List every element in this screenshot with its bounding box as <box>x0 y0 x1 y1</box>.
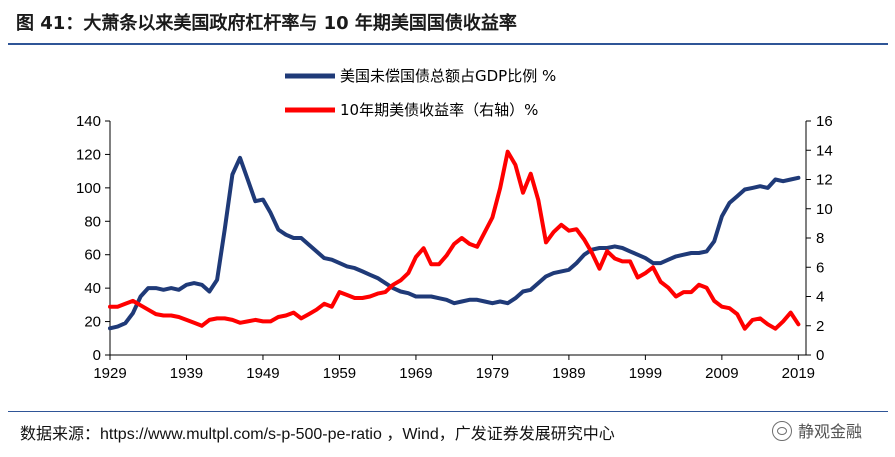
series-layer <box>108 149 801 331</box>
source-rule <box>8 411 888 412</box>
x-tick-label: 2019 <box>782 365 815 382</box>
x-tick-label: 1959 <box>323 365 356 382</box>
x-tick-label: 2009 <box>705 365 738 382</box>
series-line-debt-ratio <box>108 155 801 331</box>
right-tick-label: 0 <box>816 347 824 364</box>
left-tick-label: 0 <box>93 347 101 364</box>
x-tick-label: 1939 <box>170 365 203 382</box>
x-tick-label: 1949 <box>246 365 279 382</box>
x-tick-label: 1969 <box>399 365 432 382</box>
x-tick-label: 1989 <box>552 365 585 382</box>
left-tick-label: 120 <box>76 146 101 163</box>
right-tick-label: 6 <box>816 259 824 276</box>
left-tick-label: 80 <box>84 213 101 230</box>
legend-label-bond-yield: 10年期美债收益率（右轴）% <box>340 101 538 119</box>
axes: 0 20 40 60 80 100 120 140 0 2 4 6 8 10 12 14 16 1929 1939 1… <box>76 113 833 382</box>
left-tick-label: 20 <box>84 314 101 331</box>
right-tick-label: 4 <box>816 289 824 306</box>
figure-title: 图 41：大萧条以来美国政府杠杆率与 10 年期美国国债收益率 <box>16 13 517 34</box>
left-tick-label: 100 <box>76 180 101 197</box>
right-tick-label: 16 <box>816 113 833 130</box>
right-tick-label: 12 <box>816 172 833 189</box>
x-tick-label: 1929 <box>93 365 126 382</box>
right-tick-label: 10 <box>816 201 833 218</box>
left-tick-label: 140 <box>76 113 101 130</box>
right-tick-label: 8 <box>816 230 824 247</box>
source-note: 数据来源：https://www.multpl.com/s-p-500-pe-r… <box>20 426 615 443</box>
left-tick-label: 60 <box>84 247 101 264</box>
series-line-bond-yield <box>108 149 801 331</box>
legend-label-debt-ratio: 美国未偿国债总额占GDP比例 % <box>340 67 556 85</box>
title-rule <box>8 43 888 45</box>
right-tick-label: 2 <box>816 318 824 335</box>
watermark-text: 静观金融 <box>798 422 863 441</box>
watermark: 静观金融 <box>772 418 862 442</box>
legend: 美国未偿国债总额占GDP比例 % 10年期美债收益率（右轴）% <box>285 67 556 119</box>
left-tick-label: 40 <box>84 280 101 297</box>
right-tick-label: 14 <box>816 142 833 159</box>
x-tick-label: 1999 <box>629 365 662 382</box>
x-tick-label: 1979 <box>476 365 509 382</box>
wechat-logo-icon <box>772 421 792 441</box>
